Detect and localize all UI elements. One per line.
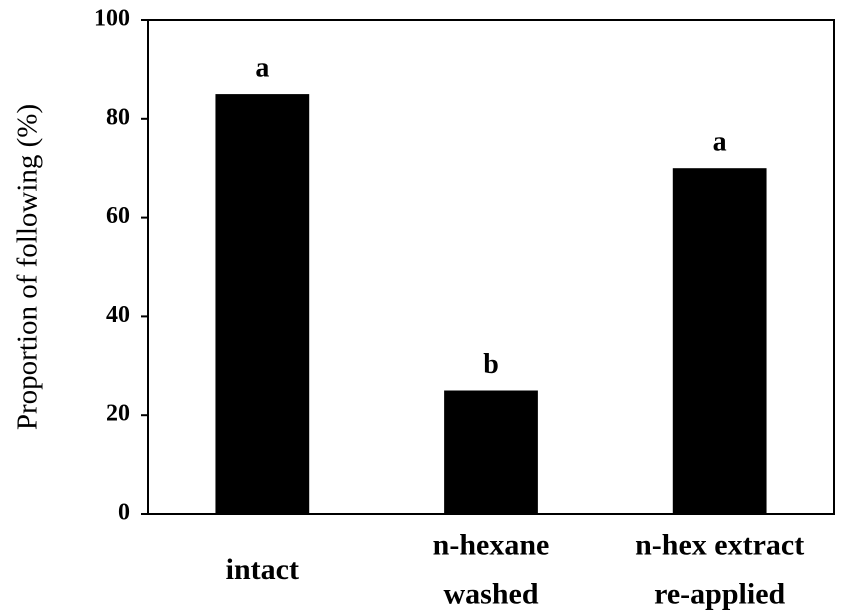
bar	[672, 168, 767, 514]
y-tick-label: 0	[118, 500, 130, 526]
x-tick-label: intact	[226, 553, 299, 586]
y-tick-label: 80	[106, 104, 130, 130]
y-tick-label: 60	[106, 203, 130, 229]
y-tick-label: 40	[106, 302, 130, 328]
x-tick-label: washed	[443, 577, 538, 610]
significance-letter: b	[483, 349, 499, 380]
x-tick-label: re-applied	[654, 577, 785, 610]
x-tick-label: n-hexane	[433, 528, 550, 561]
significance-letter: a	[713, 127, 727, 158]
bar	[215, 94, 310, 514]
y-axis-label: Proportion of following (%)	[12, 104, 44, 430]
y-tick-label: 100	[94, 6, 130, 32]
x-tick-label: n-hex extract	[635, 528, 804, 561]
y-tick-label: 20	[106, 401, 130, 427]
significance-letter: a	[255, 53, 269, 84]
bar	[444, 390, 538, 514]
